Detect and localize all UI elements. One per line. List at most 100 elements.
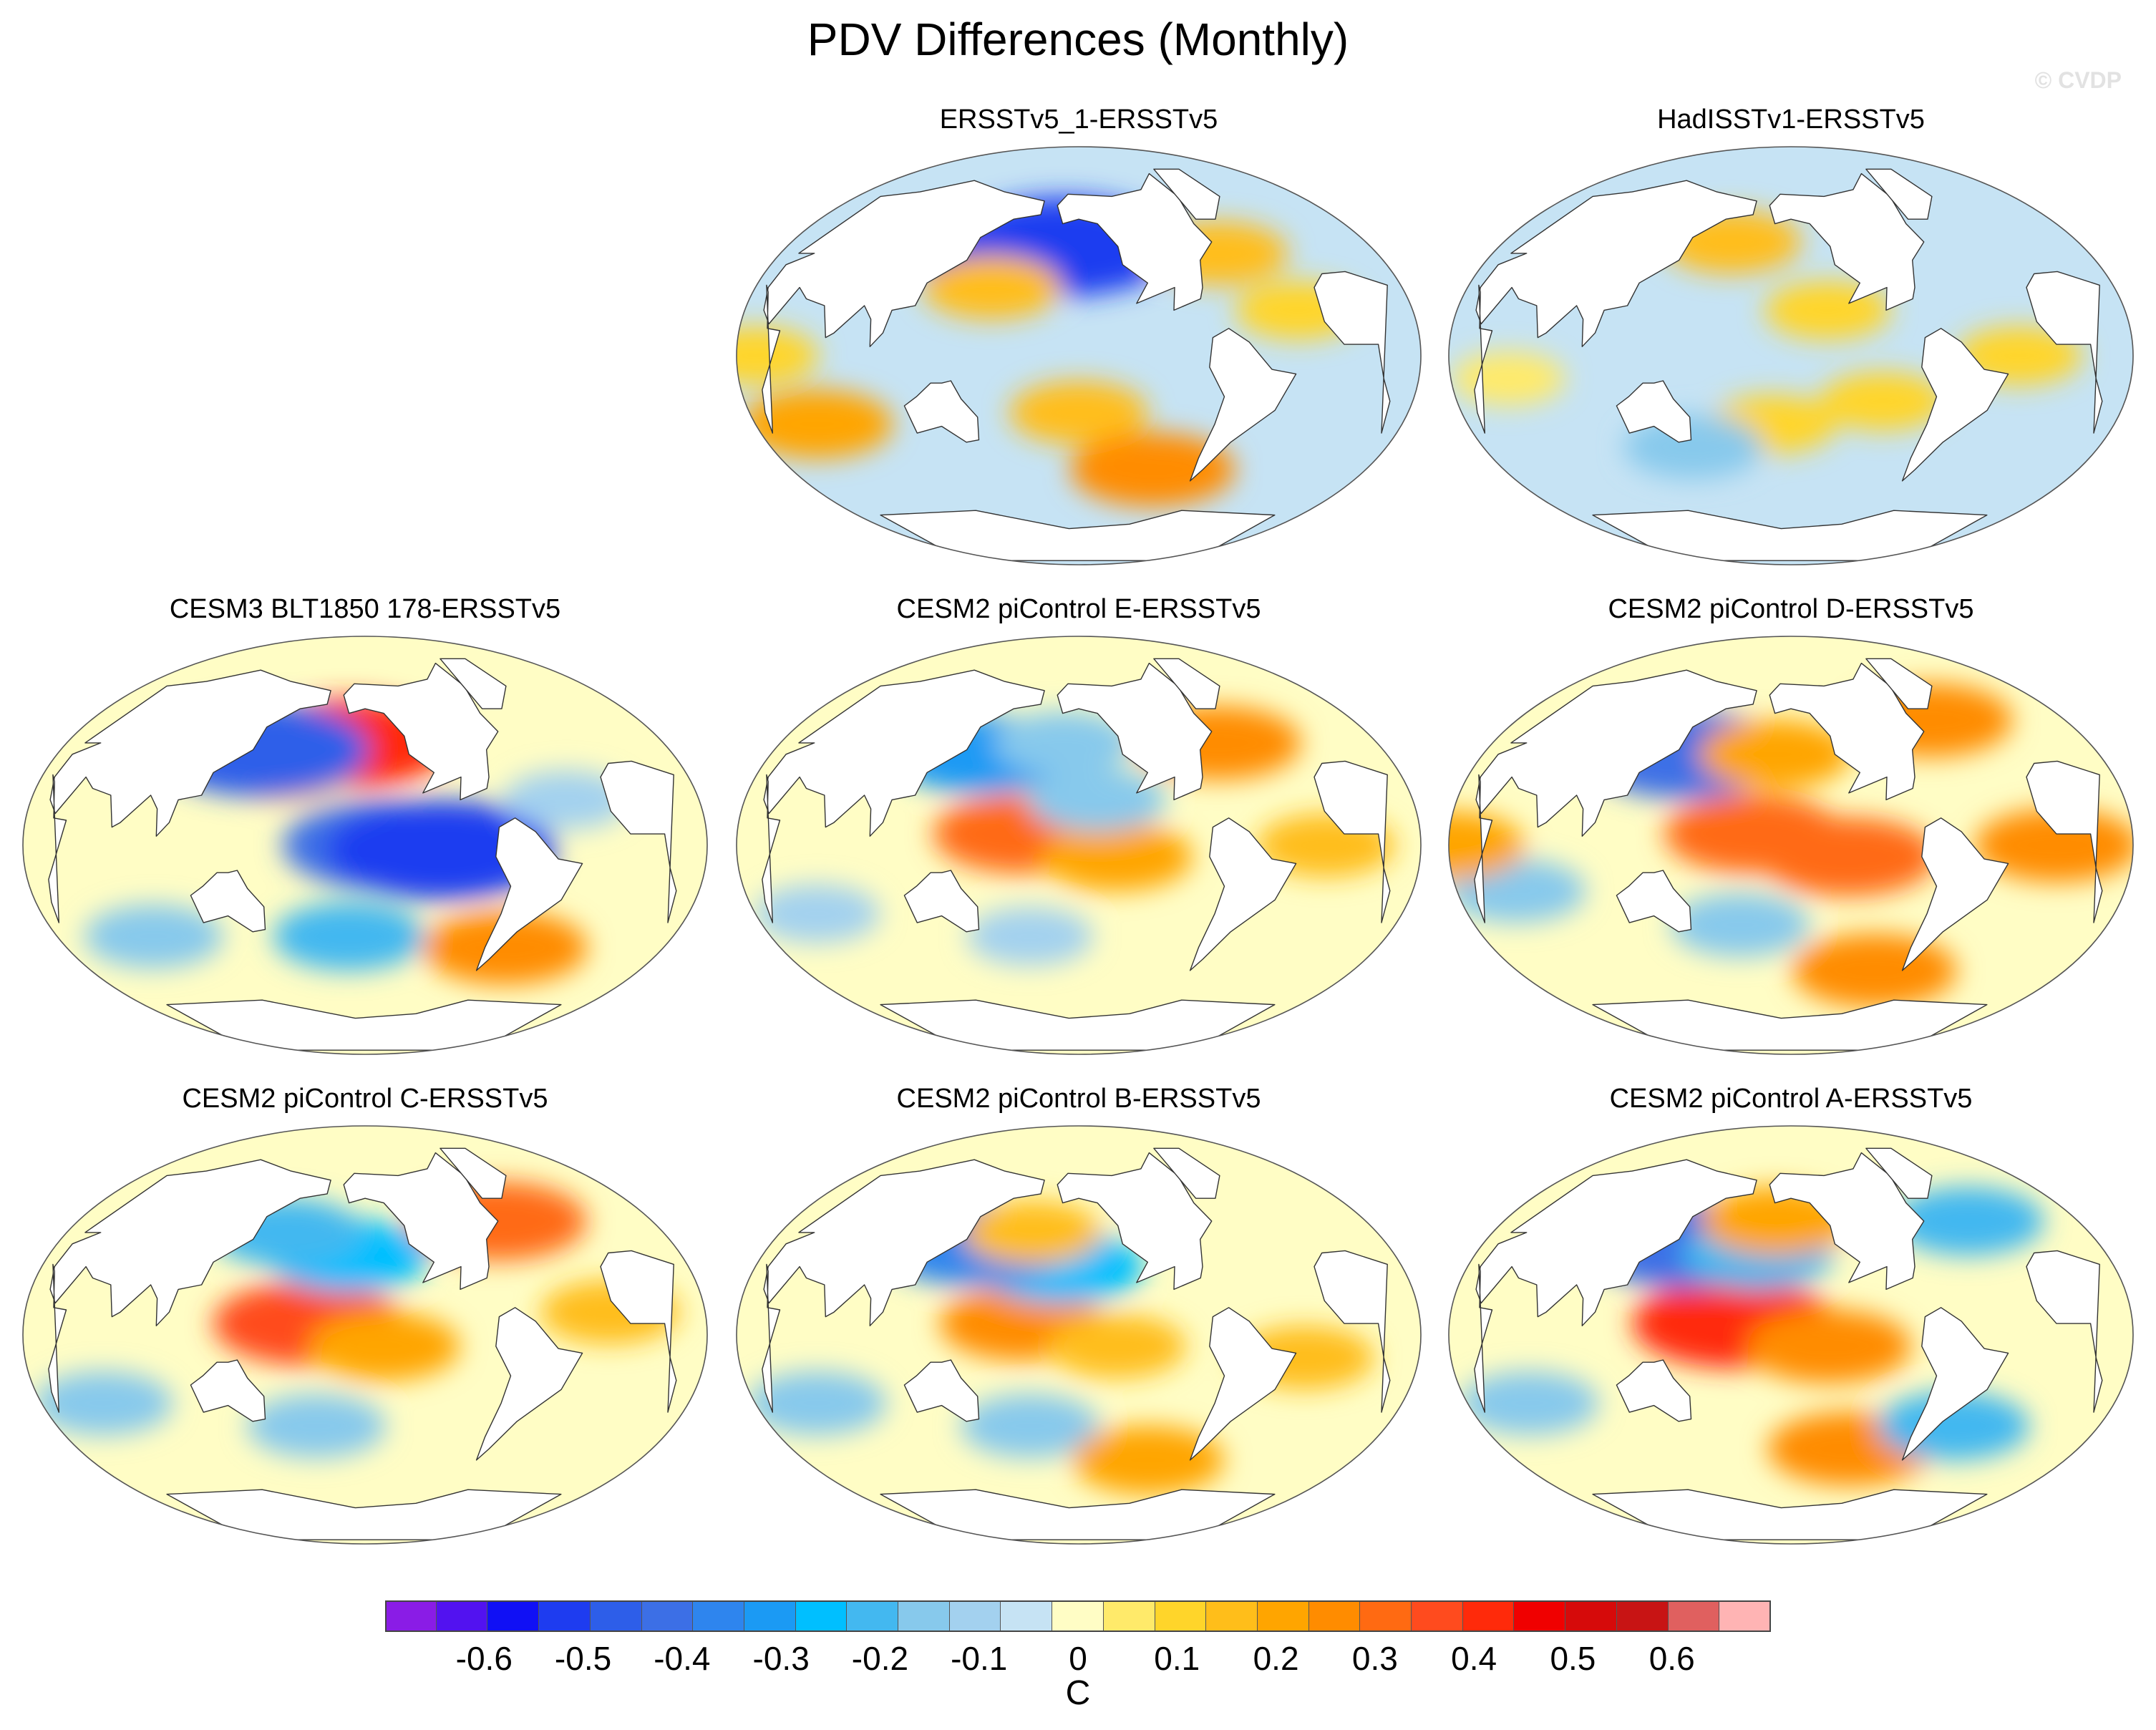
colorbar-tick-label: -0.1 bbox=[951, 1640, 1008, 1677]
colorbar-unit: C bbox=[1065, 1674, 1091, 1712]
land-mass bbox=[1592, 510, 1988, 561]
land-mass bbox=[1769, 1152, 1925, 1291]
colorbar-box bbox=[1616, 1600, 1669, 1632]
map-figure bbox=[736, 1125, 1422, 1545]
land-mass bbox=[1189, 817, 1297, 971]
map-field bbox=[737, 636, 1421, 1054]
land-mass bbox=[1057, 662, 1213, 801]
land-mass bbox=[762, 1263, 781, 1413]
panel-title: CESM2 piControl D-ERSSTv5 bbox=[1608, 594, 1974, 624]
cvdp-credit: © CVDP bbox=[2034, 67, 2122, 93]
land-mass bbox=[166, 999, 562, 1051]
panel-title: CESM2 piControl C-ERSSTv5 bbox=[182, 1084, 548, 1114]
panel-title: CESM2 piControl B-ERSSTv5 bbox=[896, 1084, 1261, 1114]
anomaly-region bbox=[1460, 1371, 1599, 1435]
anomaly-region bbox=[966, 907, 1093, 966]
map-panel-cesm2-b: CESM2 piControl B-ERSSTv5 bbox=[728, 1084, 1429, 1549]
colorbar-tick-label: 0.3 bbox=[1351, 1640, 1398, 1677]
land-mass bbox=[903, 1359, 980, 1422]
colorbar-box bbox=[436, 1600, 488, 1632]
land-mass bbox=[166, 1489, 562, 1540]
land-mass bbox=[1313, 760, 1391, 923]
anomaly-region bbox=[754, 884, 880, 943]
anomaly-region bbox=[1747, 1309, 1911, 1384]
anomaly-region bbox=[1974, 808, 2133, 883]
anomaly-region bbox=[962, 1200, 1102, 1265]
panel-title: CESM3 BLT1850 178-ERSSTv5 bbox=[169, 594, 561, 624]
land-mass bbox=[762, 774, 781, 923]
map-panel-cesm2-d: CESM2 piControl D-ERSSTv5 bbox=[1440, 594, 2142, 1059]
map-figure bbox=[1448, 146, 2134, 565]
land-mass bbox=[1475, 669, 1757, 837]
colorbar-box bbox=[641, 1600, 694, 1632]
colorbar-box bbox=[1462, 1600, 1515, 1632]
land-mass bbox=[1474, 774, 1493, 923]
anomaly-region bbox=[246, 1394, 386, 1458]
map-field bbox=[23, 636, 707, 1054]
anomaly-region bbox=[960, 1394, 1099, 1458]
map-field bbox=[737, 147, 1421, 565]
anomaly-region bbox=[503, 770, 630, 830]
colorbar-box bbox=[795, 1600, 848, 1632]
land-mass bbox=[1592, 1489, 1988, 1540]
land-mass bbox=[1769, 172, 1925, 311]
colorbar-box bbox=[1360, 1600, 1412, 1632]
anomaly-region bbox=[1699, 719, 1851, 789]
colorbar-tick-label: 0.5 bbox=[1550, 1640, 1596, 1677]
land-mass bbox=[1189, 1307, 1297, 1461]
colorbar-tick-label: 0.4 bbox=[1451, 1640, 1497, 1677]
map-field bbox=[23, 1126, 707, 1544]
land-mass bbox=[1474, 284, 1493, 434]
colorbar-box bbox=[847, 1600, 899, 1632]
land-mass bbox=[1865, 168, 1933, 220]
land-mass bbox=[763, 669, 1045, 837]
land-mass bbox=[1189, 328, 1297, 482]
colorbar-box bbox=[744, 1600, 796, 1632]
anomaly-region bbox=[84, 904, 223, 968]
colorbar-box bbox=[1412, 1600, 1463, 1632]
land-mass bbox=[2026, 271, 2103, 434]
colorbar-box bbox=[539, 1600, 591, 1632]
land-mass bbox=[2026, 1250, 2103, 1413]
land-mass bbox=[475, 1307, 583, 1461]
land-mass bbox=[1769, 662, 1925, 801]
anomaly-region bbox=[1047, 1314, 1186, 1379]
map-outline bbox=[736, 146, 1422, 565]
colorbar-box bbox=[1257, 1600, 1309, 1632]
map-field bbox=[737, 1126, 1421, 1544]
colorbar-tick-label: 0.1 bbox=[1154, 1640, 1200, 1677]
colorbar-box bbox=[1565, 1600, 1617, 1632]
map-figure bbox=[1448, 1125, 2134, 1545]
anomaly-region bbox=[1623, 414, 1763, 479]
map-outline bbox=[22, 1125, 708, 1545]
map-panel-cesm2-c: CESM2 piControl C-ERSSTv5 bbox=[14, 1084, 716, 1549]
land-mass bbox=[1616, 870, 1692, 933]
anomaly-region bbox=[1027, 767, 1167, 832]
land-mass bbox=[1057, 1152, 1213, 1291]
colorbar-box bbox=[1001, 1600, 1053, 1632]
colorbar-tick-label: 0.2 bbox=[1253, 1640, 1299, 1677]
colorbar-tick-label: -0.2 bbox=[851, 1640, 909, 1677]
land-mass bbox=[763, 1159, 1045, 1326]
land-mass bbox=[1592, 999, 1988, 1051]
land-mass bbox=[2026, 760, 2103, 923]
map-panel-cesm3-blt1850: CESM3 BLT1850 178-ERSSTv5 bbox=[14, 594, 716, 1059]
land-mass bbox=[1313, 1250, 1391, 1413]
figure-title: PDV Differences (Monthly) bbox=[807, 14, 1349, 65]
anomaly-region bbox=[1452, 351, 1565, 406]
land-mass bbox=[475, 817, 583, 971]
colorbar-box bbox=[949, 1600, 1001, 1632]
anomaly-region bbox=[994, 711, 1133, 775]
land-mass bbox=[880, 510, 1276, 561]
anomaly-region bbox=[1070, 432, 1235, 507]
land-mass bbox=[190, 1359, 266, 1422]
map-figure bbox=[736, 636, 1422, 1055]
anomaly-region bbox=[308, 1311, 460, 1381]
anomaly-region bbox=[273, 902, 425, 971]
anomaly-region bbox=[1792, 933, 1957, 1008]
map-panel-cesm2-a: CESM2 piControl A-ERSSTv5 bbox=[1440, 1084, 2142, 1549]
map-outline bbox=[1448, 636, 2134, 1055]
land-mass bbox=[1313, 271, 1391, 434]
land-mass bbox=[1475, 1159, 1757, 1326]
anomaly-region bbox=[1819, 371, 1946, 431]
